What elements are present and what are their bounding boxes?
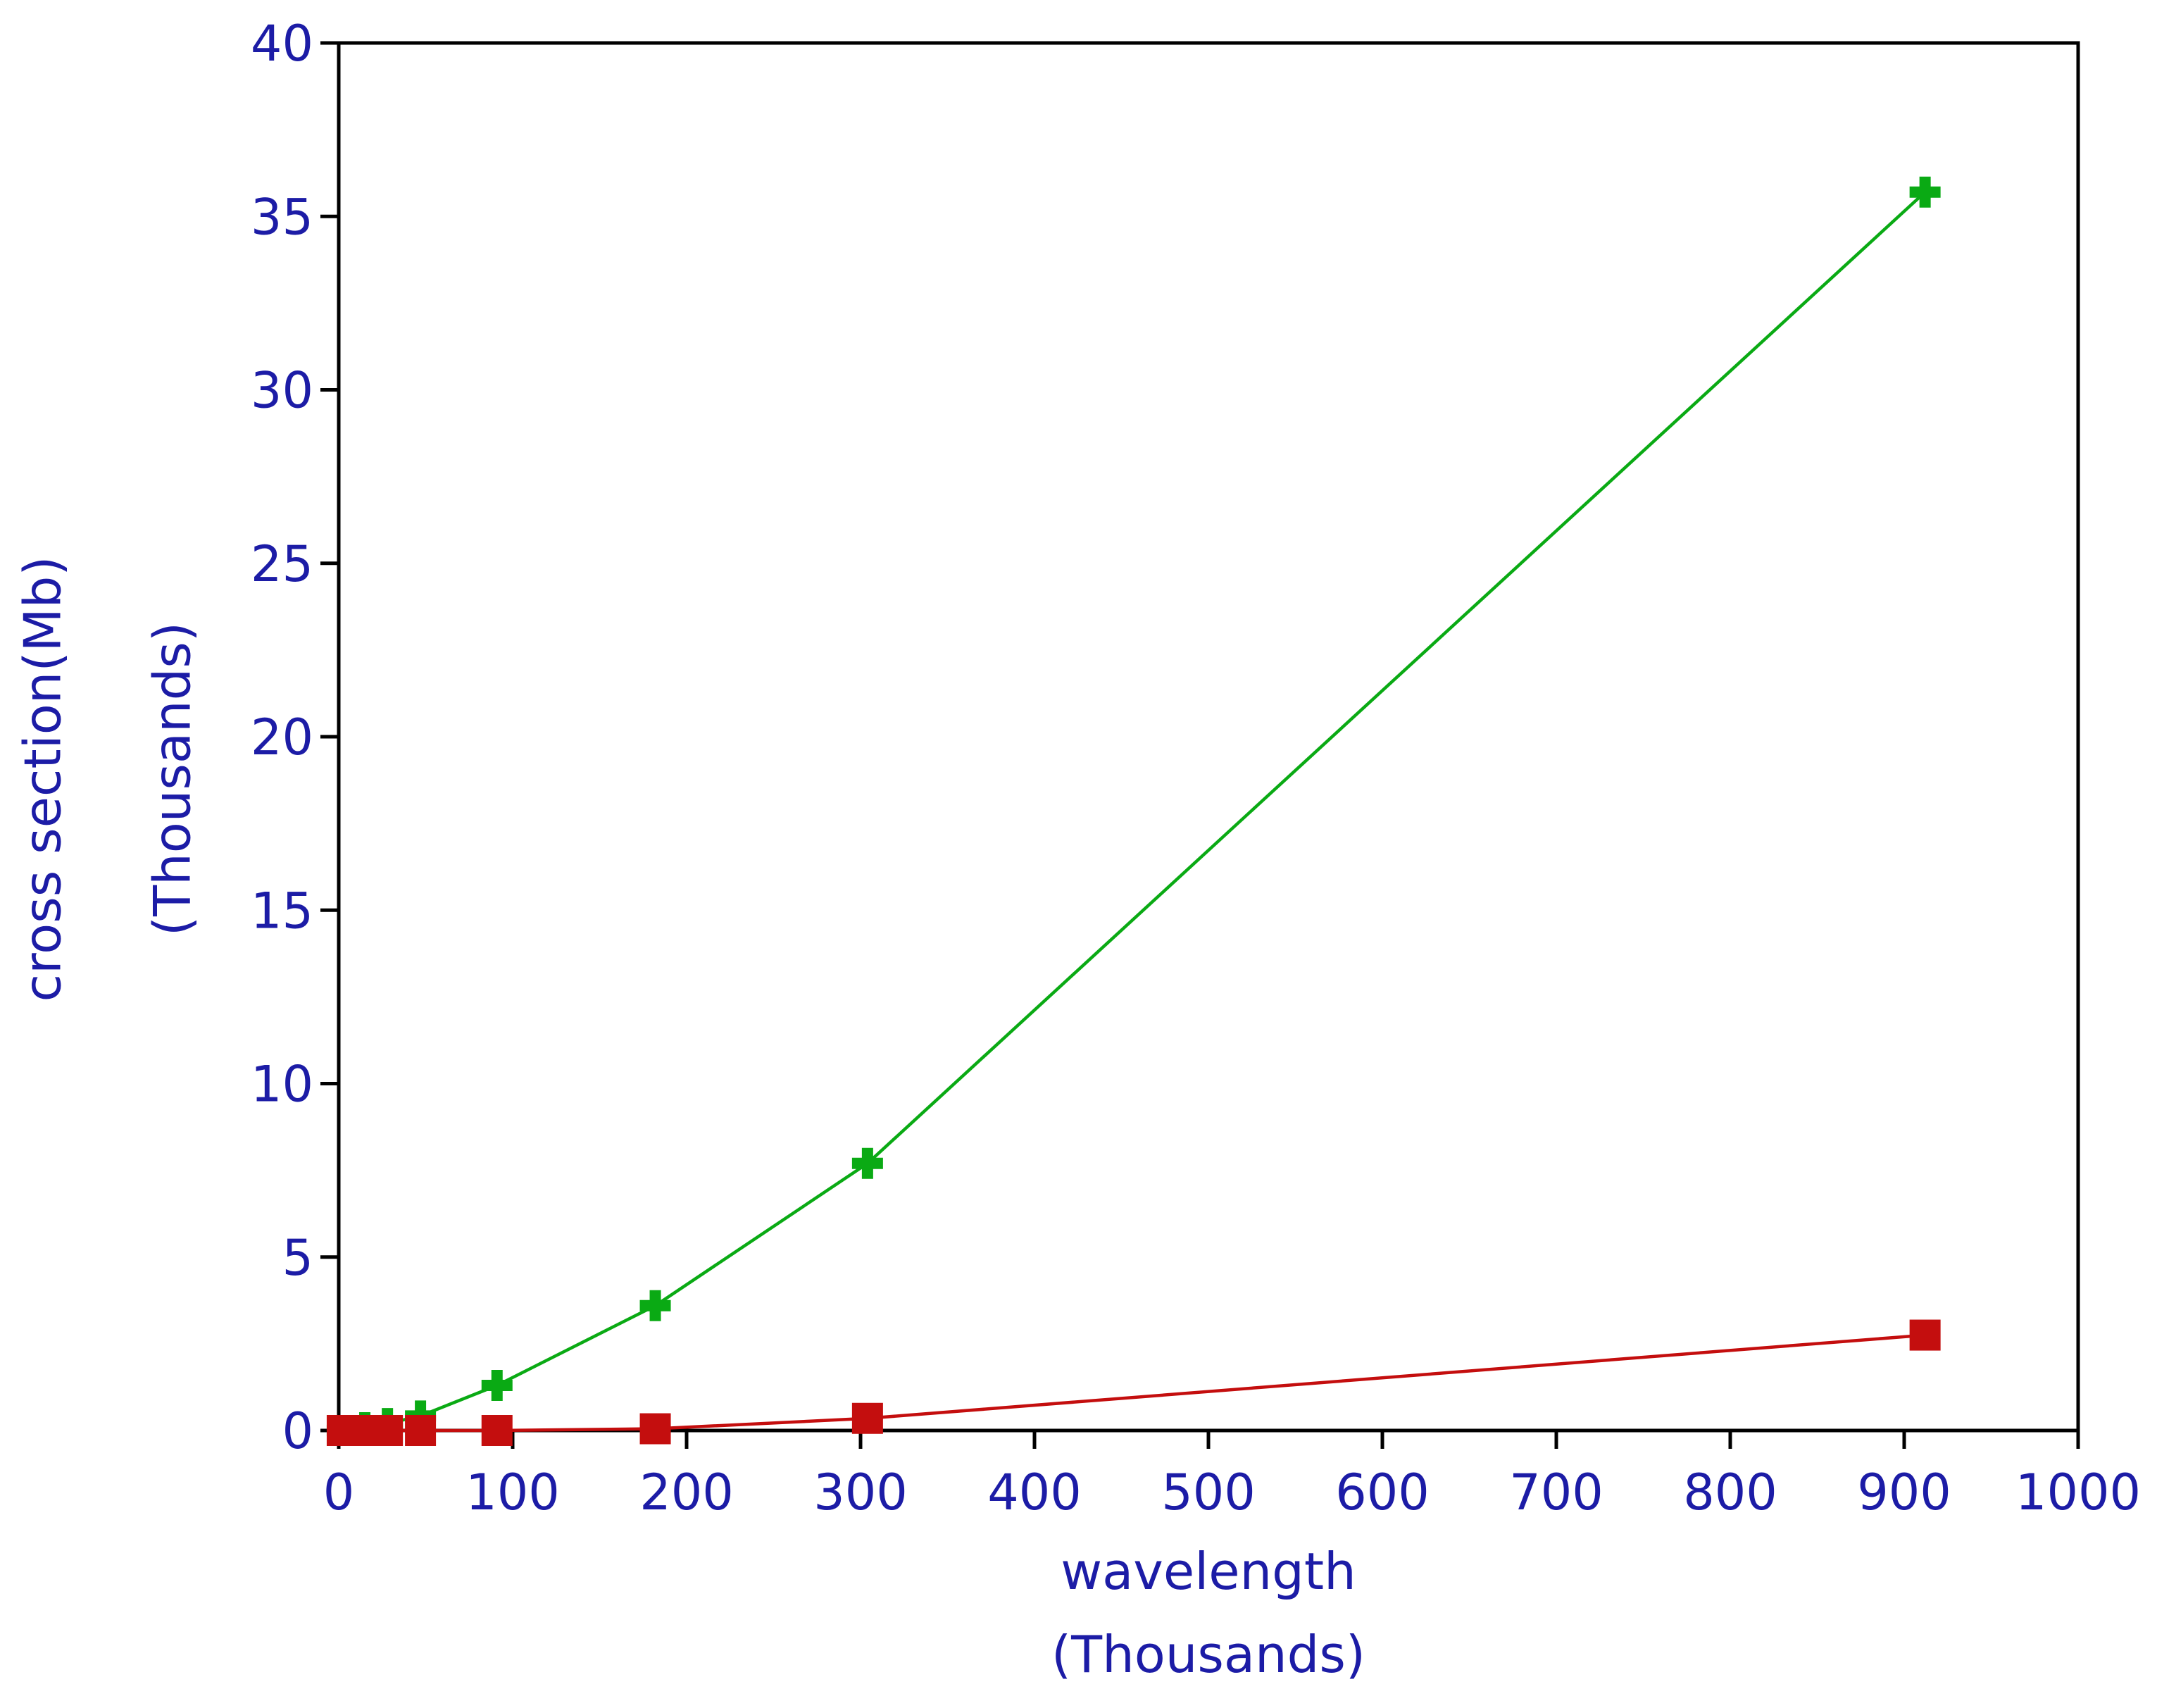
y-axis-label: cross section(Mb) (Thousands): [13, 556, 202, 1002]
x-tick-label: 500: [1161, 1464, 1256, 1521]
y-ticks: 0 5 10 15 20 25 30 35 40: [251, 15, 339, 1460]
x-tick-label: 0: [323, 1464, 355, 1521]
data-point: [405, 1415, 437, 1446]
x-ticks: 0 100 200 300 400 500 600 700 800 900 1000: [323, 1430, 2141, 1521]
y-tick-label: 10: [251, 1056, 313, 1114]
y-tick-label: 25: [251, 535, 313, 593]
y-tick-label: 35: [251, 188, 313, 246]
series-line: [342, 191, 1927, 1433]
data-point: [372, 1415, 404, 1446]
x-axis-label: wavelength (Thousands): [1051, 1542, 1365, 1684]
x-tick-label: 400: [987, 1464, 1082, 1521]
x-tick-label: 1000: [2015, 1464, 2141, 1521]
data-point: [481, 1415, 513, 1446]
y-axis-label-line: cross section(Mb): [13, 556, 73, 1002]
data-point: [1909, 176, 1941, 208]
y-tick-label: 5: [282, 1229, 313, 1287]
data-point: [1909, 1319, 1941, 1351]
series-1: [326, 176, 1941, 1446]
x-tick-label: 800: [1683, 1464, 1777, 1521]
data-point: [851, 1147, 883, 1179]
x-tick-label: 700: [1509, 1464, 1603, 1521]
plot-area-frame: [337, 41, 2080, 1433]
series-line: [342, 1333, 1925, 1433]
series-layer: [326, 176, 1941, 1446]
y-tick-label: 15: [251, 882, 313, 940]
x-axis-label-line: wavelength: [1061, 1542, 1356, 1601]
y-tick-label: 20: [251, 709, 313, 766]
x-tick-label: 100: [465, 1464, 560, 1521]
axis-lines: [337, 43, 2078, 1433]
data-point: [639, 1290, 671, 1321]
x-tick-label: 600: [1335, 1464, 1430, 1521]
y-tick-label: 30: [251, 362, 313, 420]
y-axis-label-line: (Thousands): [143, 622, 202, 936]
y-tick-label: 0: [282, 1402, 313, 1460]
data-point: [851, 1402, 883, 1434]
x-axis-label-line: (Thousands): [1051, 1625, 1365, 1684]
x-tick-label: 900: [1857, 1464, 1951, 1521]
data-point: [639, 1413, 671, 1445]
x-tick-label: 200: [639, 1464, 734, 1521]
x-tick-label: 300: [813, 1464, 908, 1521]
series-2: [326, 1319, 1941, 1446]
y-tick-label: 40: [251, 15, 313, 73]
data-point: [481, 1369, 513, 1401]
